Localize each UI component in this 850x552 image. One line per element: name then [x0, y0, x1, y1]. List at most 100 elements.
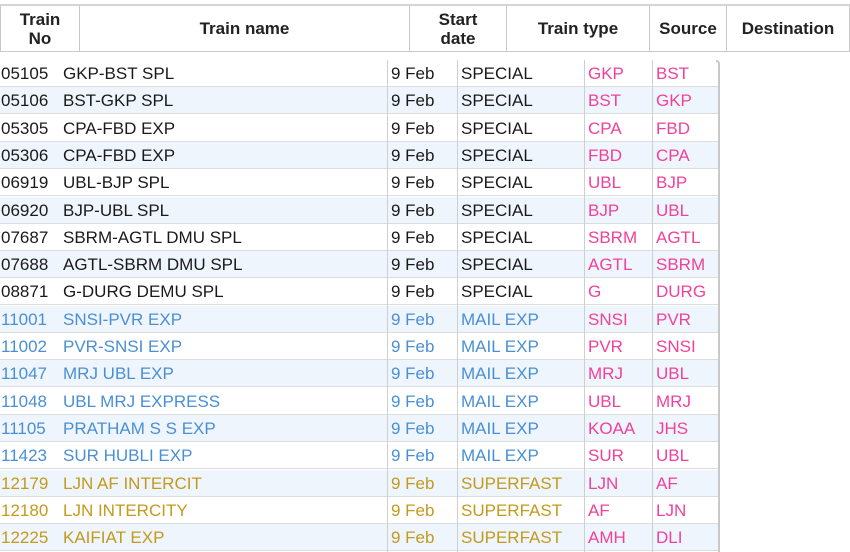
table-row[interactable]: 06919 UBL-BJP SPL 9 Feb SPECIAL UBL BJP — [0, 169, 720, 196]
source-cell[interactable]: BST — [588, 91, 622, 110]
source-cell[interactable]: BJP — [588, 201, 620, 220]
train-no-cell: 06919 — [1, 173, 49, 192]
table-row[interactable]: 12225 KAIFIAT EXP 9 Feb SUPERFAST AMH DLI — [0, 524, 720, 551]
train-type-cell: MAIL EXP — [461, 392, 539, 411]
header-train-no[interactable]: Train No — [0, 4, 80, 52]
train-no-cell: 07688 — [1, 255, 49, 274]
destination-cell[interactable]: DLI — [656, 528, 683, 547]
destination-cell[interactable]: GKP — [656, 91, 692, 110]
source-cell[interactable]: MRJ — [588, 364, 623, 383]
train-name-cell[interactable]: UBL MRJ EXPRESS — [63, 392, 221, 411]
table-row[interactable]: 05106 BST-GKP SPL 9 Feb SPECIAL BST GKP — [0, 87, 720, 114]
train-name-cell[interactable]: CPA-FBD EXP — [63, 119, 176, 138]
train-name-cell[interactable]: CPA-FBD EXP — [63, 146, 176, 165]
source-cell[interactable]: LJN — [588, 474, 619, 493]
destination-cell[interactable]: CPA — [656, 146, 690, 165]
table-row[interactable]: 11423 SUR HUBLI EXP 9 Feb MAIL EXP SUR UBL — [0, 442, 720, 469]
start-date-cell: 9 Feb — [391, 392, 435, 411]
table-right-border — [716, 60, 720, 552]
train-type-cell: MAIL EXP — [461, 446, 539, 465]
train-no-cell: 05306 — [1, 146, 49, 165]
header-train-name[interactable]: Train name — [79, 4, 410, 52]
source-cell[interactable]: FBD — [588, 146, 622, 165]
table-row[interactable]: 11047 MRJ UBL EXP 9 Feb MAIL EXP MRJ UBL — [0, 360, 720, 387]
source-cell[interactable]: AGTL — [588, 255, 633, 274]
destination-cell[interactable]: LJN — [656, 501, 687, 520]
header-source-label: Source — [659, 19, 717, 38]
table-row[interactable]: 12179 LJN AF INTERCIT 9 Feb SUPERFAST LJN AF — [0, 470, 720, 497]
destination-cell[interactable]: UBL — [656, 364, 690, 383]
destination-cell[interactable]: DURG — [656, 282, 707, 301]
source-cell[interactable]: KOAA — [588, 419, 636, 438]
train-name-cell[interactable]: MRJ UBL EXP — [63, 364, 174, 383]
start-date-cell: 9 Feb — [391, 173, 435, 192]
train-type-cell: SPECIAL — [461, 201, 533, 220]
header-start-date[interactable]: Start date — [409, 4, 507, 52]
train-no-cell: 07687 — [1, 228, 49, 247]
header-train-type[interactable]: Train type — [506, 4, 650, 52]
start-date-cell: 9 Feb — [391, 528, 435, 547]
source-cell[interactable]: CPA — [588, 119, 622, 138]
header-destination-label: Destination — [741, 19, 835, 38]
table-row[interactable]: 05306 CPA-FBD EXP 9 Feb SPECIAL FBD CPA — [0, 142, 720, 169]
column-divider — [652, 60, 653, 552]
train-name-cell[interactable]: KAIFIAT EXP — [63, 528, 165, 547]
table-row[interactable]: 11105 PRATHAM S S EXP 9 Feb MAIL EXP KOAA JHS — [0, 415, 720, 442]
train-name-cell[interactable]: SBRM-AGTL DMU SPL — [63, 228, 242, 247]
table-row[interactable]: 11001 SNSI-PVR EXP 9 Feb MAIL EXP SNSI PVR — [0, 306, 720, 333]
source-cell[interactable]: PVR — [588, 337, 623, 356]
destination-cell[interactable]: SNSI — [656, 337, 696, 356]
train-name-cell[interactable]: SUR HUBLI EXP — [63, 446, 193, 465]
destination-cell[interactable]: BST — [656, 64, 690, 83]
train-name-cell[interactable]: SNSI-PVR EXP — [63, 310, 183, 329]
destination-cell[interactable]: AF — [656, 474, 678, 493]
table-row[interactable]: 11002 PVR-SNSI EXP 9 Feb MAIL EXP PVR SNSI — [0, 333, 720, 360]
start-date-cell: 9 Feb — [391, 255, 435, 274]
header-train-name-label: Train name — [199, 19, 290, 38]
table-row[interactable]: 08871 G-DURG DEMU SPL 9 Feb SPECIAL G DURG — [0, 278, 720, 305]
source-cell[interactable]: SUR — [588, 446, 624, 465]
table-row[interactable]: 07688 AGTL-SBRM DMU SPL 9 Feb SPECIAL AGTL SB… — [0, 251, 720, 278]
train-type-cell: SPECIAL — [461, 119, 533, 138]
source-cell[interactable]: GKP — [588, 64, 624, 83]
table-row[interactable]: 05105 GKP-BST SPL 9 Feb SPECIAL GKP BST — [0, 60, 720, 87]
destination-cell[interactable]: JHS — [656, 419, 689, 438]
table-row[interactable]: 07687 SBRM-AGTL DMU SPL 9 Feb SPECIAL SBRM AG… — [0, 224, 720, 251]
start-date-cell: 9 Feb — [391, 474, 435, 493]
train-no-cell: 05106 — [1, 91, 49, 110]
destination-cell[interactable]: UBL — [656, 201, 690, 220]
train-name-cell[interactable]: LJN AF INTERCIT — [63, 474, 202, 493]
source-cell[interactable]: SBRM — [588, 228, 638, 247]
train-type-cell: SPECIAL — [461, 282, 533, 301]
table-row[interactable]: 05305 CPA-FBD EXP 9 Feb SPECIAL CPA FBD — [0, 115, 720, 142]
destination-cell[interactable]: FBD — [656, 119, 690, 138]
train-name-cell[interactable]: BJP-UBL SPL — [63, 201, 170, 220]
destination-cell[interactable]: AGTL — [656, 228, 701, 247]
destination-cell[interactable]: PVR — [656, 310, 691, 329]
destination-cell[interactable]: MRJ — [656, 392, 691, 411]
source-cell[interactable]: UBL — [588, 392, 622, 411]
source-cell[interactable]: AMH — [588, 528, 626, 547]
source-cell[interactable]: AF — [588, 501, 610, 520]
table-row[interactable]: 11048 UBL MRJ EXPRESS 9 Feb MAIL EXP UBL MRJ — [0, 388, 720, 415]
train-name-cell[interactable]: AGTL-SBRM DMU SPL — [63, 255, 243, 274]
train-name-cell[interactable]: BST-GKP SPL — [63, 91, 174, 110]
table-row[interactable]: 06920 BJP-UBL SPL 9 Feb SPECIAL BJP UBL — [0, 197, 720, 224]
train-name-cell[interactable]: GKP-BST SPL — [63, 64, 175, 83]
train-name-cell[interactable]: UBL-BJP SPL — [63, 173, 170, 192]
source-cell[interactable]: SNSI — [588, 310, 628, 329]
source-cell[interactable]: G — [588, 282, 602, 301]
destination-cell[interactable]: BJP — [656, 173, 688, 192]
table-row[interactable]: 12180 LJN INTERCITY 9 Feb SUPERFAST AF LJN — [0, 497, 720, 524]
destination-cell[interactable]: SBRM — [656, 255, 706, 274]
destination-cell[interactable]: UBL — [656, 446, 690, 465]
train-name-cell[interactable]: PRATHAM S S EXP — [63, 419, 216, 438]
train-no-cell: 12180 — [1, 501, 49, 520]
train-name-cell[interactable]: LJN INTERCITY — [63, 501, 188, 520]
train-name-cell[interactable]: PVR-SNSI EXP — [63, 337, 183, 356]
header-source[interactable]: Source — [649, 4, 727, 52]
column-divider — [457, 60, 458, 552]
header-destination[interactable]: Destination — [726, 4, 850, 52]
train-name-cell[interactable]: G-DURG DEMU SPL — [63, 282, 224, 301]
source-cell[interactable]: UBL — [588, 173, 622, 192]
